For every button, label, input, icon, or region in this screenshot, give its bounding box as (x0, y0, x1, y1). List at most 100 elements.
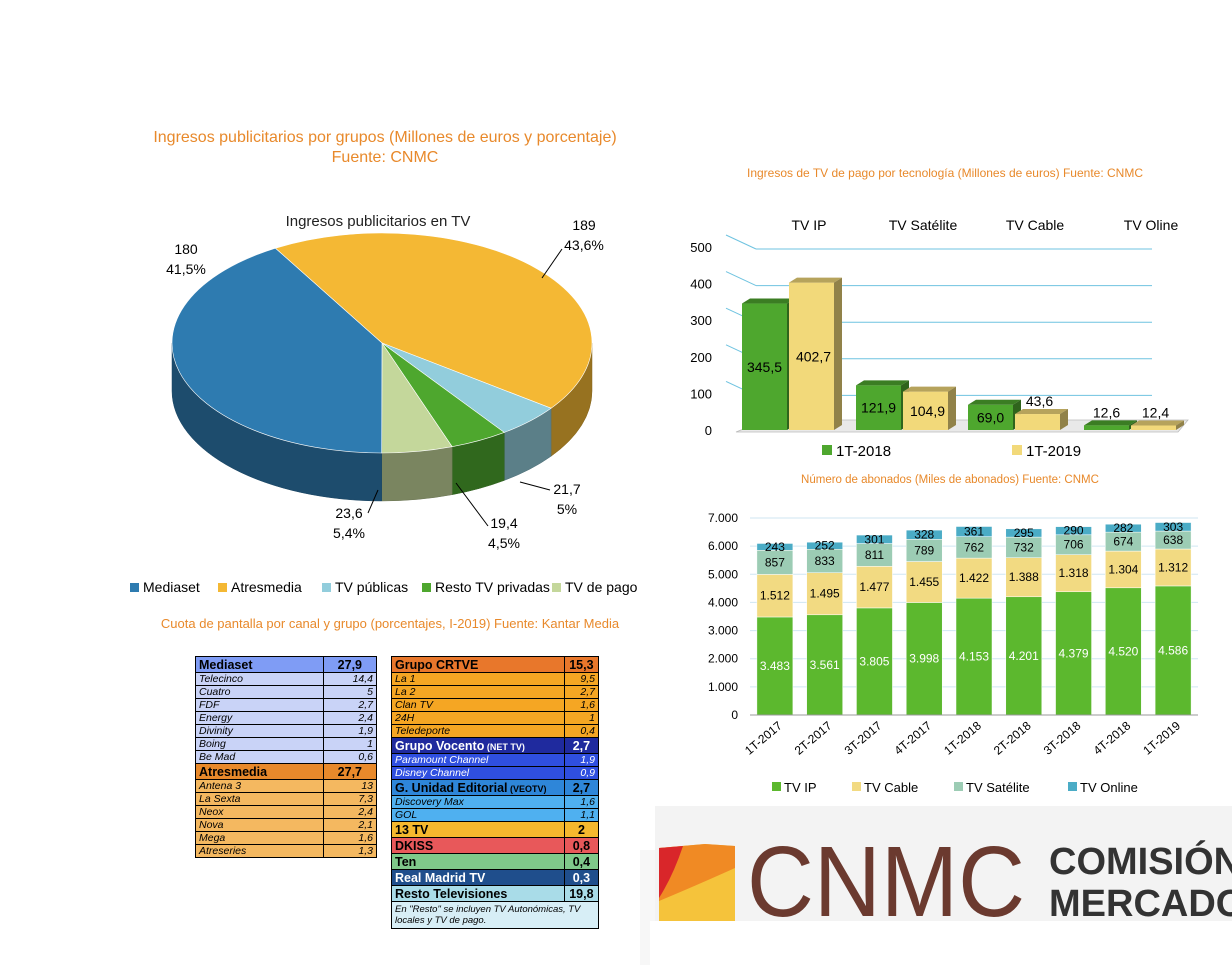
share-name-cell: Paramount Channel (391, 753, 565, 767)
share-channel-row: Divinity 1,9 (195, 724, 378, 738)
share-channel-row: Energy 2,4 (195, 711, 378, 725)
subs-bar-label: 789 (914, 543, 934, 557)
subs-ytick: 0 (731, 708, 738, 722)
subs-bar-label: 1.477 (859, 580, 889, 594)
subs-bar-segment (756, 543, 794, 551)
subs-bar-label: 290 (1064, 524, 1084, 538)
paytv-bar-front (1131, 425, 1176, 430)
share-channel-row: GOL 1,1 (391, 808, 600, 822)
subs-bar-label: 4.586 (1158, 643, 1188, 657)
share-name-cell: DKISS (391, 837, 565, 854)
share-group-row: Grupo CRTVE 15,3 (391, 656, 600, 673)
share-name-cell: Disney Channel (391, 766, 565, 780)
paytv-bar-top (968, 399, 1021, 405)
pie-pct-resto-tv-privadas: 4,5% (488, 535, 520, 551)
paytv-bar-top (856, 380, 909, 386)
share-name-cell: Neox (195, 805, 324, 819)
pie-legend-swatch-mediaset (130, 583, 139, 592)
share-value-cell: 19,8 (563, 885, 600, 902)
share-name-cell: La Sexta (195, 792, 324, 806)
pie-pct-tv-p-blicas: 5% (557, 501, 577, 517)
subs-bar-segment (955, 557, 993, 599)
subs-legend-label: TV Cable (864, 780, 918, 795)
share-channel-row: Nova 2,1 (195, 818, 378, 832)
subs-ytick: 6.000 (708, 539, 738, 553)
paytv-bar-top (1084, 420, 1137, 426)
subs-bar-segment (1105, 523, 1142, 533)
share-channel-row: Neox 2,4 (195, 805, 378, 819)
share-name-suffix: (NET TV) (484, 741, 525, 752)
subs-bar-label: 303 (1163, 520, 1183, 534)
pie-leader-resto-tv-privadas (455, 482, 489, 527)
share-channel-row: Antena 3 13 (195, 779, 378, 793)
subs-legend-swatch (852, 782, 861, 791)
pie-section-title: Ingresos publicitarios por grupos (Millo… (100, 128, 670, 168)
share-name-cell: La 2 (391, 685, 565, 699)
pie-leader-tv-p-blicas (519, 481, 551, 491)
subs-bar-segment (856, 607, 893, 716)
paytv-bar-side (948, 386, 956, 430)
share-value-cell: 27,9 (322, 656, 378, 673)
share-value-cell: 1 (563, 711, 600, 725)
share-group-row: Atresmedia 27,7 (195, 763, 378, 780)
share-value-cell: 1,9 (563, 753, 600, 767)
subs-bar-label: 1.455 (909, 575, 939, 589)
share-value-cell: 2,7 (563, 685, 600, 699)
paytv-legend-swatch (1012, 445, 1022, 455)
share-value-cell: 0,6 (322, 750, 378, 764)
share-name-cell: 13 TV (391, 821, 565, 838)
share-name-cell: Mediaset (195, 656, 324, 673)
subs-bar-segment (955, 526, 993, 537)
subs-bar-label: 1.422 (959, 571, 989, 585)
subs-bar-label: 243 (765, 540, 785, 554)
paytv-ytick: 300 (690, 313, 712, 328)
paytv-grid-left (725, 271, 757, 287)
share-section-title: Cuota de pantalla por canal y grupo (por… (160, 616, 620, 631)
share-name-cell: G. Unidad Editorial (VEOTV) (391, 779, 565, 796)
cnmc-logo: CNMC COMISIÓN MERCADOS (655, 806, 1232, 921)
share-name-cell: Ten (391, 853, 565, 870)
subs-bar-segment (1005, 528, 1043, 538)
share-name-cell: Divinity (195, 724, 324, 738)
subs-ytick: 1.000 (708, 680, 738, 694)
paytv-bar-front (856, 385, 901, 430)
subs-bar-label: 252 (815, 539, 835, 553)
paytv-ytick: 0 (705, 423, 712, 438)
pie-value-atresmedia: 189 (572, 217, 596, 233)
share-group-row: Mediaset 27,9 (195, 656, 378, 673)
pie-slice-atresmedia (274, 232, 593, 409)
subs-xtick: 2T-2017 (792, 718, 835, 757)
pie-legend-label-tv-p-blicas: TV públicas (335, 579, 408, 595)
share-group-row: Real Madrid TV 0,3 (391, 869, 600, 886)
paytv-bar-label: 69,0 (977, 409, 1004, 425)
paytv-bar-side (1060, 409, 1068, 430)
paytv-bar-label: 104,9 (910, 403, 945, 419)
share-group-row: Grupo Vocento (NET TV) 2,7 (391, 737, 600, 754)
pie-value-tv-p-blicas: 21,7 (553, 481, 580, 497)
pie-legend-label-resto-tv-privadas: Resto TV privadas (435, 579, 550, 595)
share-value-cell: 0,3 (563, 869, 600, 886)
paytv-bar-front (1015, 414, 1060, 430)
share-channel-row: Mega 1,6 (195, 831, 378, 845)
share-channel-row: Discovery Max 1,6 (391, 795, 600, 809)
share-value-cell: 1,6 (563, 795, 600, 809)
share-value-cell: 7,3 (322, 792, 378, 806)
paytv-category-label: TV Cable (1006, 217, 1065, 233)
pie-title: Ingresos publicitarios en TV (286, 213, 471, 230)
subs-bar-segment (1005, 596, 1043, 716)
share-channel-row: La 1 9,5 (391, 672, 600, 686)
share-value-cell: 0,4 (563, 724, 600, 738)
subs-bar-label: 833 (815, 554, 835, 568)
share-value-cell: 1,1 (563, 808, 600, 822)
subs-xtick: 4T-2018 (1091, 718, 1134, 757)
share-name-cell: Cuatro (195, 685, 324, 699)
subs-bar-label: 282 (1113, 521, 1133, 535)
subs-bar-label: 3.483 (760, 659, 790, 673)
logo-square-red (659, 846, 683, 898)
share-name-cell: Mega (195, 831, 324, 845)
subs-bar-label: 4.201 (1009, 649, 1039, 663)
share-channel-row: Be Mad 0,6 (195, 750, 378, 764)
subs-xtick: 1T-2018 (941, 718, 984, 757)
pie-leader-tv-de-pago (367, 489, 379, 514)
subs-bar-segment (1105, 550, 1142, 589)
